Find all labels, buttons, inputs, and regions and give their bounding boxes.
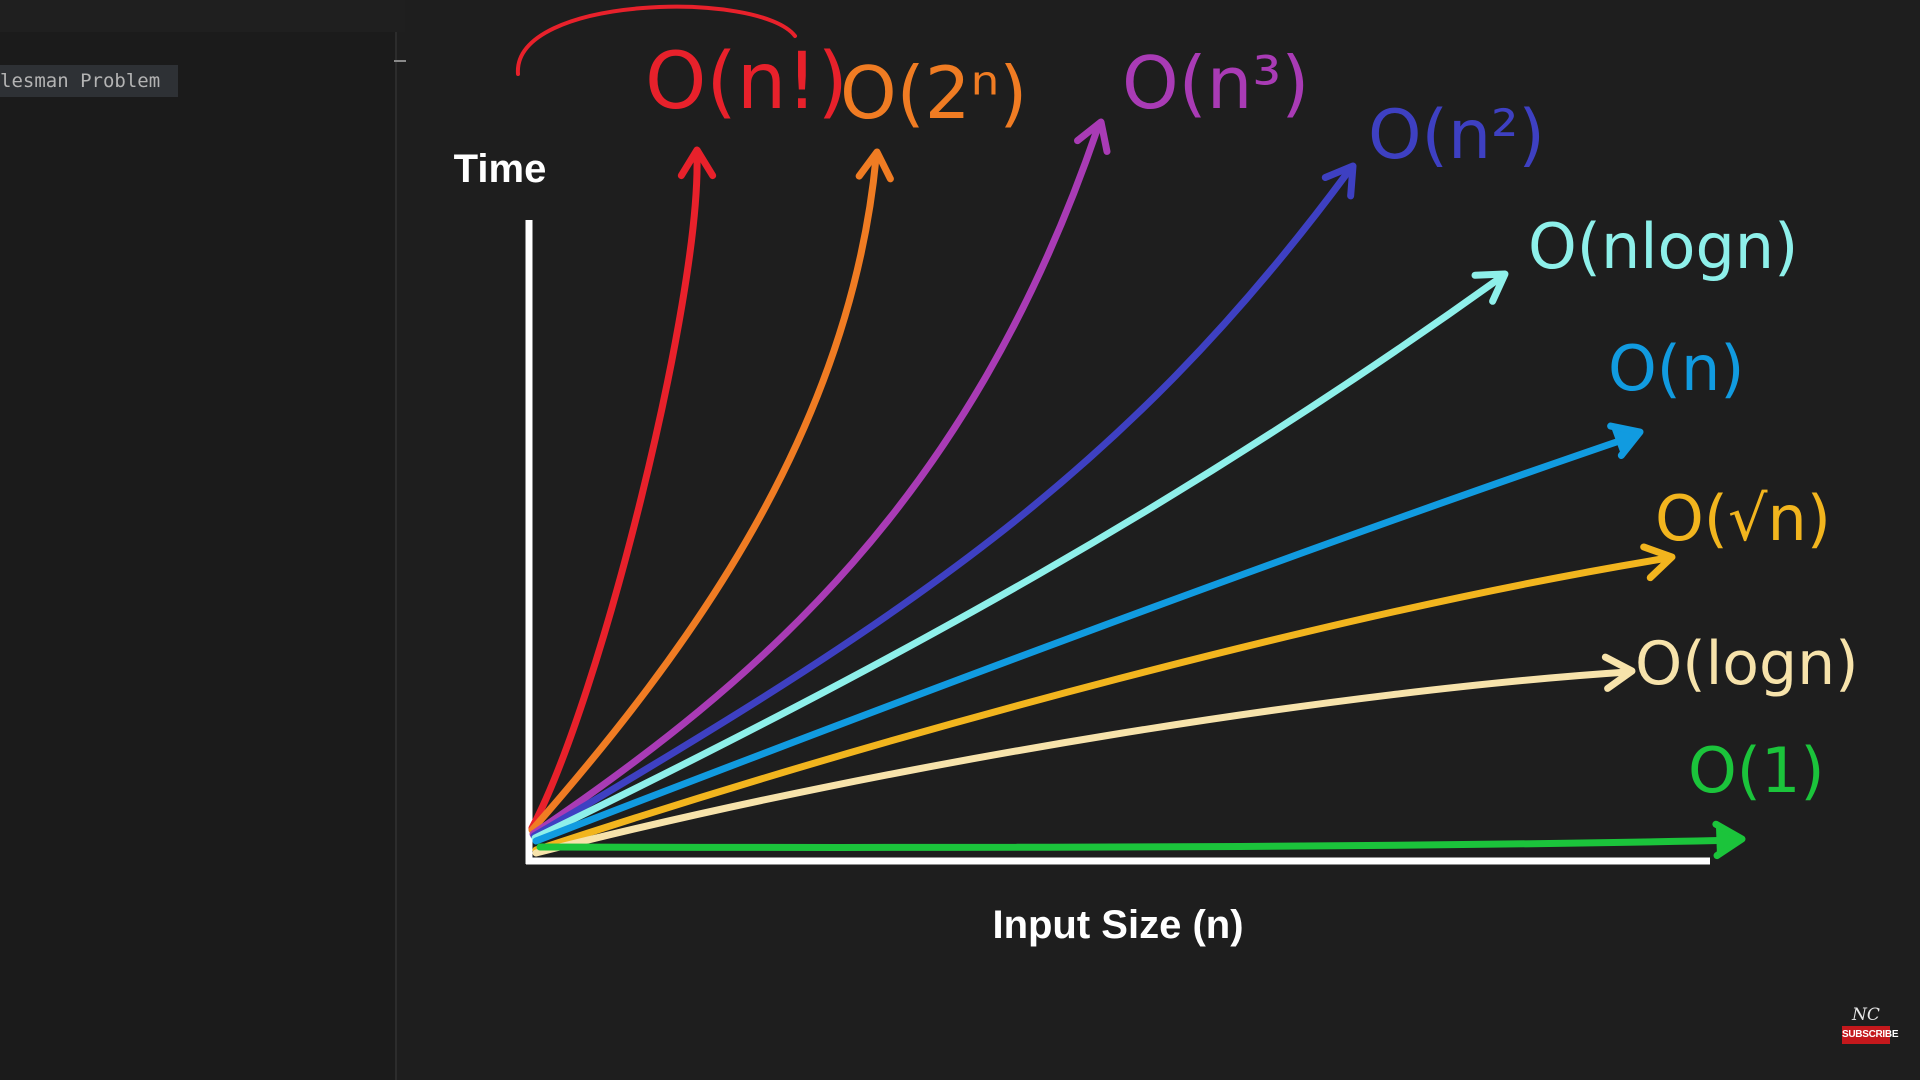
series-8-arrowhead [1601,653,1636,692]
series-3-label: O(n³) [1122,41,1309,125]
series-2-label: O(2ⁿ) [840,51,1027,135]
channel-logo: NC [1852,1005,1880,1025]
series-8-curve [532,668,1632,857]
subscribe-button[interactable]: SUBSCRIBE [1842,1026,1899,1044]
subscribe-badge[interactable]: NC SUBSCRIBE [1842,1004,1899,1048]
minimize-icon[interactable] [394,60,406,62]
series-labels: O(n!)O(2ⁿ) O(n³) O(n²) O(nlogn) O(n) O(√n) O(l… [645,37,1859,807]
series-7-arrowhead [1640,543,1676,582]
code-editor-panel [0,0,397,1080]
series-curves [528,118,1746,860]
series-5-arrowhead [1471,270,1509,305]
series-9-arrowhead [1712,820,1746,860]
series-5-label: O(nlogn) [1528,210,1798,283]
editor-tab[interactable]: lesman Problem [0,65,178,97]
decorative-arc [515,4,797,76]
x-axis-label: Input Size (n) [992,903,1243,947]
series-5-curve [531,274,1504,842]
series-4-label: O(n²) [1368,96,1545,175]
series-1-curve [528,154,701,832]
series-4-arrowhead [1321,162,1357,200]
series-7-curve [532,554,1672,854]
chart-axes [525,220,1710,865]
series-3-curve [529,126,1101,838]
series-2-arrowhead [855,148,894,183]
series-1-arrowhead [677,146,717,180]
series-9-label: O(1) [1688,734,1825,807]
y-axis-label: Time [454,147,547,191]
series-2-curve [528,154,880,834]
series-7-label: O(√n) [1655,482,1831,555]
series-6-label: O(n) [1608,332,1744,405]
series-8-label: O(logn) [1635,629,1859,699]
editor-top-bar [0,0,405,32]
series-1-label: O(n!) [645,37,848,127]
series-6-arrowhead [1607,422,1644,459]
series-9-curve [536,836,1744,851]
series-3-arrowhead [1074,118,1111,155]
series-6-curve [532,432,1638,845]
series-4-curve [530,168,1352,840]
